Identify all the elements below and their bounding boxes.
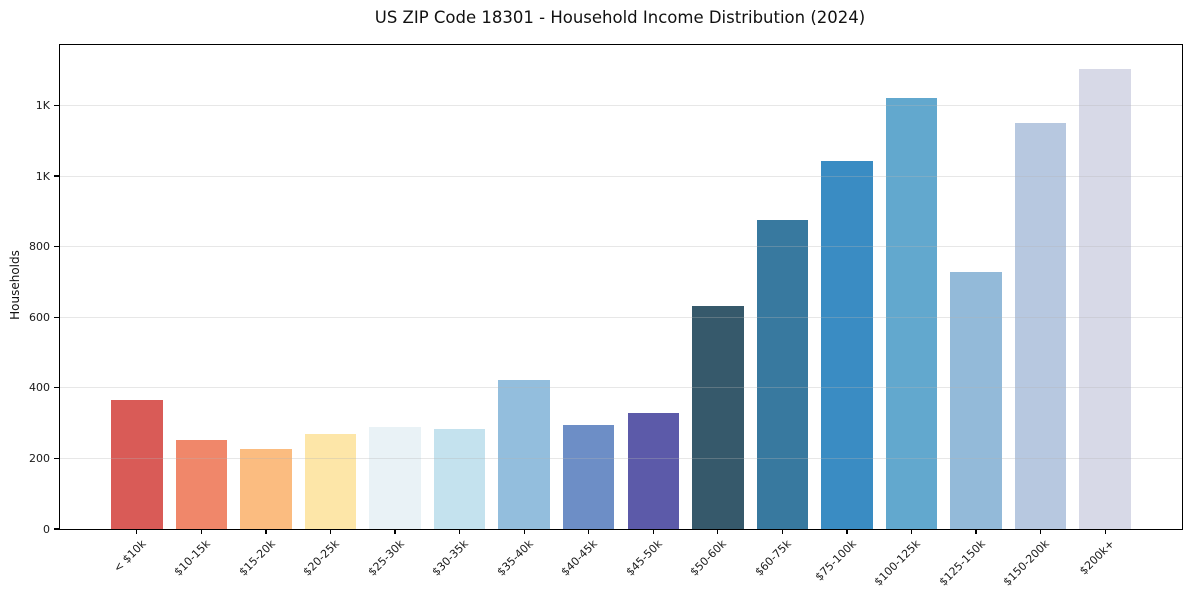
bar-30-35k [433, 429, 486, 529]
gridline-600 [60, 316, 1182, 318]
x-tick-mark [200, 529, 202, 534]
gridline-400 [60, 387, 1182, 389]
x-tick-mark [846, 529, 848, 534]
x-tick-label: $200k+ [1076, 537, 1117, 578]
y-tick-label: 1K [35, 98, 50, 112]
bar-10-15k [175, 440, 228, 529]
x-tick-label: $60-75k [752, 537, 794, 579]
x-tick-label: $25-30k [365, 537, 407, 579]
bar-100-125k [885, 98, 938, 529]
y-tick-label: 600 [29, 310, 50, 324]
y-tick-label: 400 [29, 381, 50, 395]
x-tick-mark [910, 529, 913, 534]
bar-200k [1079, 69, 1131, 529]
x-tick-mark [1104, 529, 1106, 534]
y-tick-label: 200 [29, 451, 50, 465]
bar-15-20k [240, 448, 292, 529]
x-tick-label: $100-125k [871, 537, 923, 589]
x-tick-mark [329, 529, 332, 534]
x-tick-mark [523, 529, 525, 534]
bar-20-25k [304, 433, 357, 529]
x-tick-label: $20-25k [300, 537, 342, 579]
gridline-1000 [60, 175, 1182, 177]
bar-35-40k [498, 380, 550, 529]
bar-40-45k [562, 424, 615, 529]
x-tick-mark [588, 529, 590, 534]
x-tick-mark [459, 529, 461, 534]
y-axis-label-text: Households [8, 250, 22, 320]
x-tick-label: < $10k [110, 537, 149, 575]
x-tick-mark [781, 529, 783, 534]
y-tick-mark [53, 316, 59, 318]
x-tick-label: $30-35k [429, 537, 472, 579]
x-tick-label: $50-60k [688, 537, 730, 579]
y-tick-mark [53, 528, 59, 530]
x-tick-mark [394, 529, 396, 534]
chart-title: US ZIP Code 18301 - Household Income Dis… [374, 8, 866, 27]
y-tick-mark [53, 457, 59, 459]
gridline-200 [60, 457, 1182, 459]
x-tick-label: $75-100k [812, 537, 859, 584]
x-tick-mark [975, 529, 977, 534]
y-tick-label: 1K [35, 169, 50, 183]
gridline-800 [60, 246, 1182, 248]
bar-45-50k [627, 413, 680, 529]
bar-125-150k [950, 272, 1002, 529]
bar-25-30k [369, 426, 421, 529]
y-tick-label: 800 [29, 240, 50, 254]
y-tick-mark [53, 104, 59, 106]
x-tick-mark [1040, 529, 1042, 534]
x-tick-label: $45-50k [623, 537, 665, 579]
y-tick-label: 0 [43, 522, 50, 536]
x-tick-mark [265, 529, 267, 534]
gridline-1200 [60, 104, 1182, 106]
x-tick-label: $125-150k [936, 537, 988, 589]
x-tick-label: $40-45k [558, 537, 601, 579]
bar-150-200k [1014, 122, 1067, 529]
y-tick-mark [53, 245, 59, 248]
x-tick-label: $35-40k [494, 537, 536, 579]
x-tick-label: $10-15k [171, 537, 213, 579]
x-tick-label: $150-200k [1000, 537, 1053, 589]
x-tick-mark [652, 529, 654, 534]
x-tick-mark [136, 529, 138, 534]
x-tick-mark [717, 529, 719, 534]
bar-60-75k [756, 220, 809, 529]
plot-area: 0 200 400 600 800 1K 1K < $10k $10-15k $15-20k $20… [29, 44, 1183, 588]
x-tick-label: $15-20k [236, 537, 278, 579]
bar-50-60k [692, 306, 744, 529]
y-tick-mark [53, 175, 59, 177]
bar-10k [111, 399, 163, 529]
y-tick-mark [53, 387, 59, 389]
bar-75-100k [821, 161, 873, 529]
